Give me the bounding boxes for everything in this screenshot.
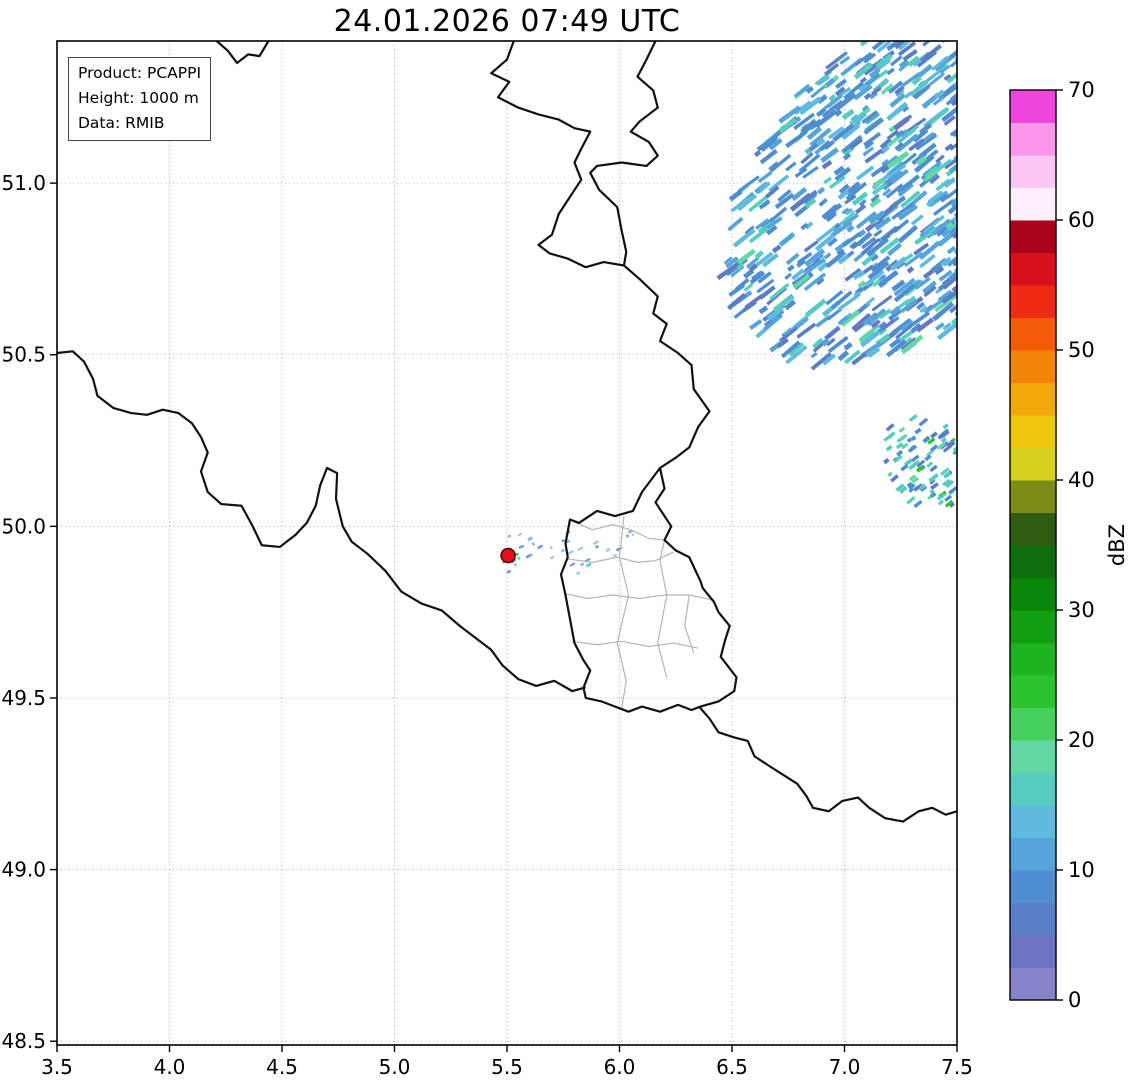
svg-text:4.5: 4.5 xyxy=(266,1055,298,1079)
echo-cell-east xyxy=(882,413,957,508)
radar-site-marker xyxy=(500,547,516,564)
svg-text:6.5: 6.5 xyxy=(716,1055,748,1079)
svg-text:50.5: 50.5 xyxy=(1,343,46,367)
svg-text:7.5: 7.5 xyxy=(941,1055,973,1079)
svg-text:49.5: 49.5 xyxy=(1,686,46,710)
svg-text:50: 50 xyxy=(1068,338,1095,362)
national-borders xyxy=(57,41,957,823)
svg-text:5.5: 5.5 xyxy=(491,1055,523,1079)
svg-text:6.0: 6.0 xyxy=(604,1055,636,1079)
svg-text:20: 20 xyxy=(1068,728,1095,752)
colorbar: 0 10 20 30 40 50 60 70 dBZ xyxy=(1009,78,1129,1012)
svg-text:5.0: 5.0 xyxy=(379,1055,411,1079)
data-source-label: Data: RMIB xyxy=(78,114,165,133)
svg-text:50.0: 50.0 xyxy=(1,514,46,538)
height-label: Height: 1000 m xyxy=(78,89,199,108)
svg-text:70: 70 xyxy=(1068,78,1095,102)
svg-text:49.0: 49.0 xyxy=(1,858,46,882)
district-borders xyxy=(563,515,715,709)
svg-text:60: 60 xyxy=(1068,208,1095,232)
echo-band-northeast xyxy=(716,41,957,371)
svg-text:4.0: 4.0 xyxy=(154,1055,186,1079)
axis-ticks-and-labels: 3.5 4.0 4.5 5.0 5.5 6.0 6.5 7.0 7.5 48.5 49.0 49.5 5… xyxy=(1,171,972,1079)
svg-text:51.0: 51.0 xyxy=(1,171,46,195)
svg-text:40: 40 xyxy=(1068,468,1095,492)
clutter-specks-near-radar xyxy=(506,529,635,576)
product-label: Product: PCAPPI xyxy=(78,64,202,82)
svg-text:7.0: 7.0 xyxy=(829,1055,861,1079)
figure-title: 24.01.2026 07:49 UTC xyxy=(333,4,681,39)
svg-text:0: 0 xyxy=(1068,988,1081,1012)
svg-text:3.5: 3.5 xyxy=(41,1055,73,1079)
colorbar-label: dBZ xyxy=(1105,524,1129,566)
svg-text:48.5: 48.5 xyxy=(1,1029,46,1053)
svg-text:10: 10 xyxy=(1068,858,1095,882)
product-info-box: Product: PCAPPI Height: 1000 m Data: RMI… xyxy=(68,57,212,142)
svg-text:30: 30 xyxy=(1068,598,1095,622)
